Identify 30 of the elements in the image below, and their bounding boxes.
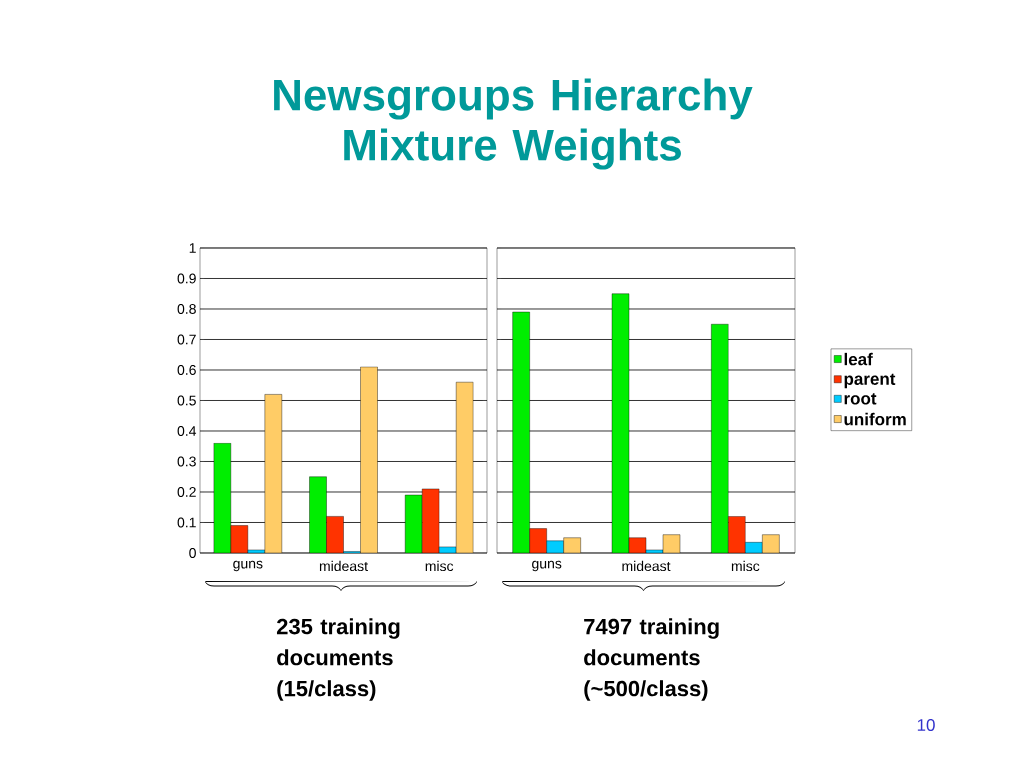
chart-title: Newsgroups Hierarchy Mixture Weights (274, 78, 753, 170)
x-tick-label: mideast (622, 560, 671, 572)
y-tick-label: 0.4 (177, 426, 197, 436)
bar (309, 476, 327, 553)
text: 7497 training documents (~500/class) (584, 618, 719, 701)
y-tick-label: 0.6 (177, 365, 196, 375)
legend-label: parent (844, 373, 896, 389)
x-tick-label: guns (532, 560, 562, 572)
bar (421, 488, 440, 553)
bar (213, 443, 232, 553)
text: 235 training documents (15/class) (276, 618, 400, 701)
y-tick-label: 0.8 (177, 304, 196, 314)
y-tick-label: 0.9 (177, 273, 196, 284)
x-tick-label: mideast (319, 560, 368, 572)
legend-label: uniform (844, 412, 906, 426)
x-tick-label: misc (425, 560, 454, 572)
y-tick-label: 0.2 (177, 487, 196, 497)
x-tick-label: misc (731, 560, 760, 572)
bar (326, 516, 344, 553)
legend-label: root (844, 393, 877, 405)
y-tick-label: 0.3 (177, 456, 196, 467)
y-tick-label: 0.1 (177, 517, 196, 528)
text: 10 (917, 718, 935, 732)
y-tick-label: 0.7 (177, 334, 196, 345)
y-tick-label: 1 (189, 243, 196, 253)
legend-label: leaf (844, 352, 873, 366)
y-tick-label: 0 (189, 548, 196, 558)
y-tick-label: 0.5 (177, 395, 196, 406)
x-tick-label: guns (233, 560, 263, 572)
bar (404, 494, 423, 553)
